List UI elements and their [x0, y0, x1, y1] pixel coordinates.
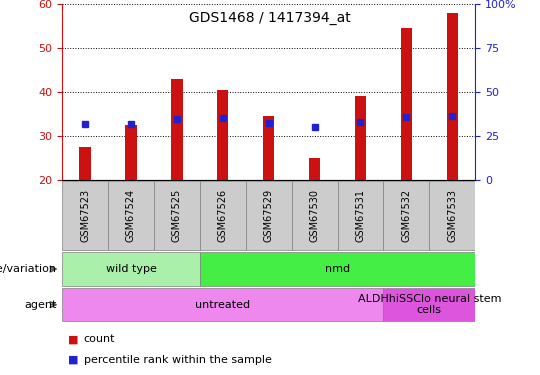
Text: ■: ■ — [68, 334, 78, 344]
Bar — [355, 96, 366, 180]
Text: GSM67526: GSM67526 — [218, 189, 228, 242]
Bar — [125, 125, 137, 180]
Bar — [383, 288, 475, 321]
Bar — [200, 182, 246, 250]
Bar — [79, 147, 91, 180]
Bar — [292, 182, 338, 250]
Text: genotype/variation: genotype/variation — [0, 264, 57, 274]
Text: GSM67531: GSM67531 — [355, 189, 366, 242]
Bar — [200, 252, 475, 286]
Text: ALDHhiSSClo neural stem
cells: ALDHhiSSClo neural stem cells — [357, 294, 501, 315]
Text: wild type: wild type — [105, 264, 157, 274]
Bar — [383, 182, 429, 250]
Bar — [429, 182, 475, 250]
Bar — [62, 252, 200, 286]
Bar — [246, 182, 292, 250]
Text: count: count — [84, 334, 115, 344]
Bar — [108, 182, 154, 250]
Text: percentile rank within the sample: percentile rank within the sample — [84, 355, 272, 365]
Text: GSM67533: GSM67533 — [447, 189, 457, 242]
Bar — [338, 182, 383, 250]
Bar — [62, 288, 383, 321]
Text: GSM67529: GSM67529 — [264, 189, 274, 242]
Text: GDS1468 / 1417394_at: GDS1468 / 1417394_at — [189, 11, 351, 25]
Bar — [217, 90, 228, 180]
Text: ■: ■ — [68, 355, 78, 365]
Bar — [309, 158, 320, 180]
Text: GSM67524: GSM67524 — [126, 189, 136, 242]
Text: GSM67530: GSM67530 — [309, 189, 320, 242]
Text: GSM67525: GSM67525 — [172, 189, 182, 242]
Bar — [154, 182, 200, 250]
Text: nmd: nmd — [325, 264, 350, 274]
Bar — [263, 116, 274, 180]
Bar — [401, 28, 412, 180]
Text: GSM67523: GSM67523 — [80, 189, 90, 242]
Bar — [62, 182, 108, 250]
Text: agent: agent — [24, 300, 57, 310]
Text: untreated: untreated — [195, 300, 251, 310]
Bar — [171, 79, 183, 180]
Bar — [447, 13, 458, 180]
Text: GSM67532: GSM67532 — [401, 189, 411, 242]
